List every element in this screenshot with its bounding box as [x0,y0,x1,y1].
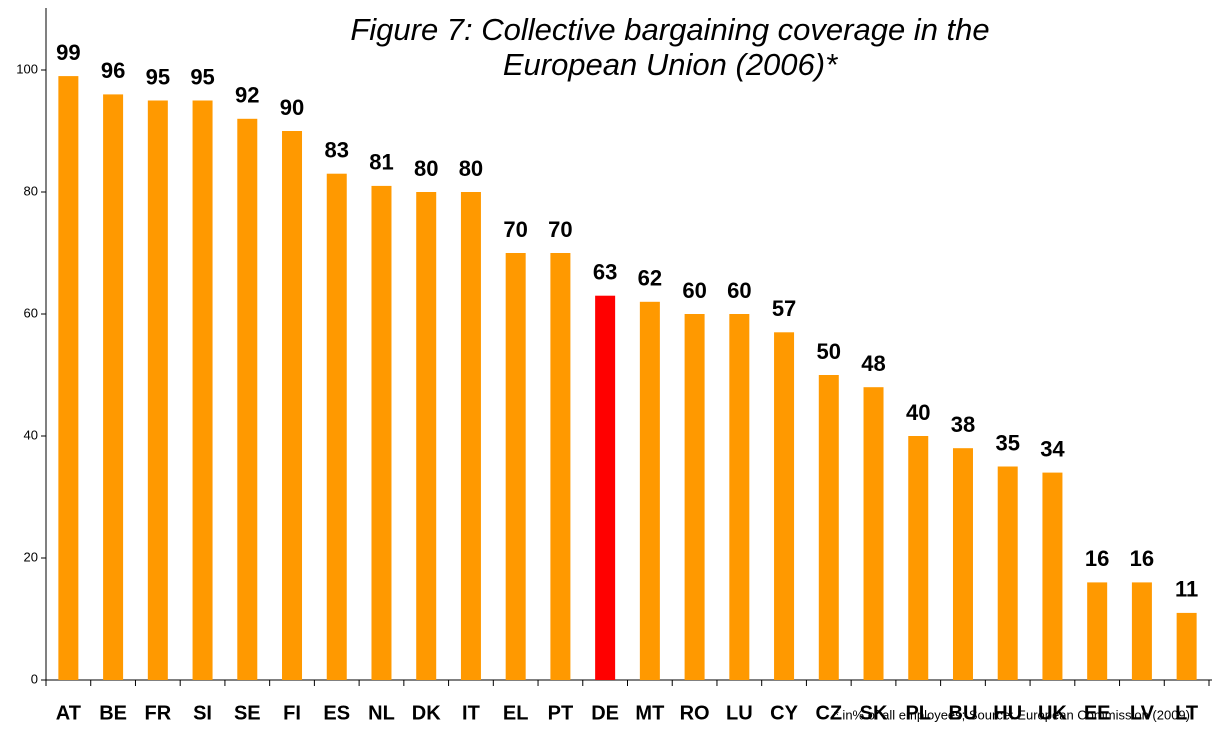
data-label: 62 [638,266,662,291]
bar [729,314,750,680]
data-label: 83 [325,138,349,163]
bar [1087,582,1108,680]
x-tick-label: LV [1130,702,1155,724]
bar [863,387,884,680]
data-label: 40 [906,400,930,425]
x-tick-label: BE [99,702,127,724]
y-tick-label: 0 [31,671,38,686]
data-label: 35 [995,430,1019,455]
data-label: 60 [727,278,751,303]
bar [58,76,79,681]
bar [1042,472,1063,680]
data-label: 95 [190,64,214,89]
x-tick-label: BU [949,702,978,724]
bar [639,301,660,680]
data-label: 50 [817,339,841,364]
data-label: 96 [101,58,125,83]
x-tick-label: PT [548,702,574,724]
y-tick-label: 60 [24,305,38,320]
x-tick-label: SK [860,702,888,724]
data-label: 70 [548,217,572,242]
x-tick-label: NL [368,702,395,724]
bar [103,94,124,680]
bar [147,100,168,680]
y-tick-label: 100 [16,61,38,76]
data-label: 80 [414,156,438,181]
x-tick-label: CZ [815,702,842,724]
bar [595,295,616,680]
x-tick-label: CY [770,702,798,724]
bar [1176,612,1197,680]
bar [326,173,347,680]
bar [997,466,1018,680]
data-label: 70 [503,217,527,242]
data-label: 81 [369,150,393,175]
x-tick-label: ES [323,702,350,724]
bar [908,436,929,680]
bar [282,131,303,680]
x-tick-label: LU [726,702,753,724]
bar [952,448,973,680]
x-tick-label: AT [56,702,81,724]
data-label: 63 [593,260,617,285]
data-label: 48 [861,351,885,376]
x-tick-label: LT [1175,702,1198,724]
bar [416,192,437,680]
data-label: 60 [682,278,706,303]
data-label: 38 [951,412,975,437]
y-tick-label: 20 [24,549,38,564]
data-label: 95 [146,64,170,89]
x-tick-label: IT [462,702,480,724]
x-tick-label: DE [591,702,619,724]
bar [192,100,213,680]
data-label: 11 [1175,577,1198,602]
footnote: * in% of all employees; Source: European… [834,707,1190,722]
data-label: 16 [1085,546,1109,571]
data-label: 57 [772,296,796,321]
x-tick-label: MT [635,702,664,724]
bar [818,375,839,680]
bar [1131,582,1152,680]
x-tick-label: RO [680,702,710,724]
bar [237,118,258,681]
x-tick-label: PL [905,702,931,724]
x-tick-label: FR [144,702,171,724]
x-tick-label: EE [1084,702,1111,724]
x-tick-label: EL [503,702,529,724]
x-tick-label: SI [193,702,212,724]
bar [684,314,705,680]
data-label: 99 [56,40,80,65]
x-tick-label: SE [234,702,261,724]
bar [460,192,481,680]
data-label: 80 [459,156,483,181]
bar [550,253,571,680]
bar [505,253,526,680]
x-tick-label: DK [412,702,441,724]
y-tick-label: 80 [24,183,38,198]
chart-title: Figure 7: Collective bargaining coverage… [350,12,990,82]
data-label: 34 [1040,436,1065,461]
bar [371,185,392,680]
x-tick-label: HU [993,702,1022,724]
y-tick-label: 40 [24,427,38,442]
data-label: 90 [280,95,304,120]
data-label: 92 [235,83,259,108]
x-tick-label: UK [1038,702,1067,724]
x-tick-label: FI [283,702,301,724]
data-label: 16 [1130,546,1154,571]
bar [774,332,795,680]
